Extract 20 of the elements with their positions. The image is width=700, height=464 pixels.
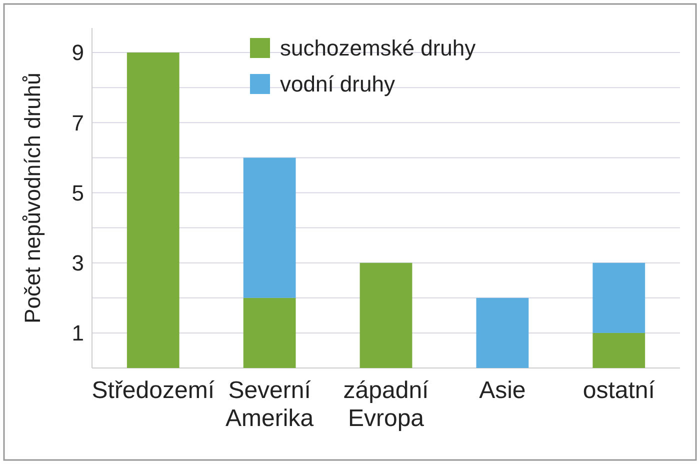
bar	[476, 298, 529, 368]
bar	[243, 158, 296, 298]
bar	[592, 262, 646, 333]
bar	[243, 298, 296, 368]
y-axis-title: Počet nepůvodních druhů	[20, 72, 45, 324]
bar	[126, 52, 180, 368]
x-tick-label: ostatní	[582, 377, 656, 404]
x-tick-label: Středozemí	[92, 377, 215, 404]
legend-label: suchozemské druhy	[280, 36, 476, 61]
legend-label: vodní druhy	[280, 72, 395, 97]
y-tick-label: 1	[72, 320, 84, 346]
x-tick-label: Severní Amerika	[226, 377, 314, 432]
x-tick-label: západní Evropa	[343, 377, 430, 432]
bar	[592, 332, 646, 368]
y-tick-label: 9	[72, 40, 84, 66]
x-tick-label: Asie	[479, 377, 526, 404]
y-tick-label: 5	[72, 180, 84, 206]
y-tick-label: 7	[72, 110, 84, 136]
bar	[360, 262, 412, 368]
y-tick-label: 3	[72, 250, 84, 276]
